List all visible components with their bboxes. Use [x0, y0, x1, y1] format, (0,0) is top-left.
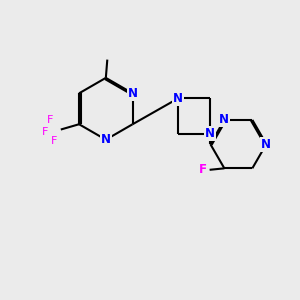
- Text: F: F: [42, 127, 49, 137]
- Text: N: N: [261, 138, 271, 151]
- Text: F: F: [46, 115, 53, 125]
- Text: N: N: [173, 92, 183, 105]
- Text: N: N: [128, 87, 138, 100]
- Text: N: N: [101, 133, 111, 146]
- Text: F: F: [199, 163, 207, 176]
- Text: F: F: [51, 136, 58, 146]
- Text: N: N: [206, 127, 215, 140]
- Text: N: N: [219, 113, 229, 126]
